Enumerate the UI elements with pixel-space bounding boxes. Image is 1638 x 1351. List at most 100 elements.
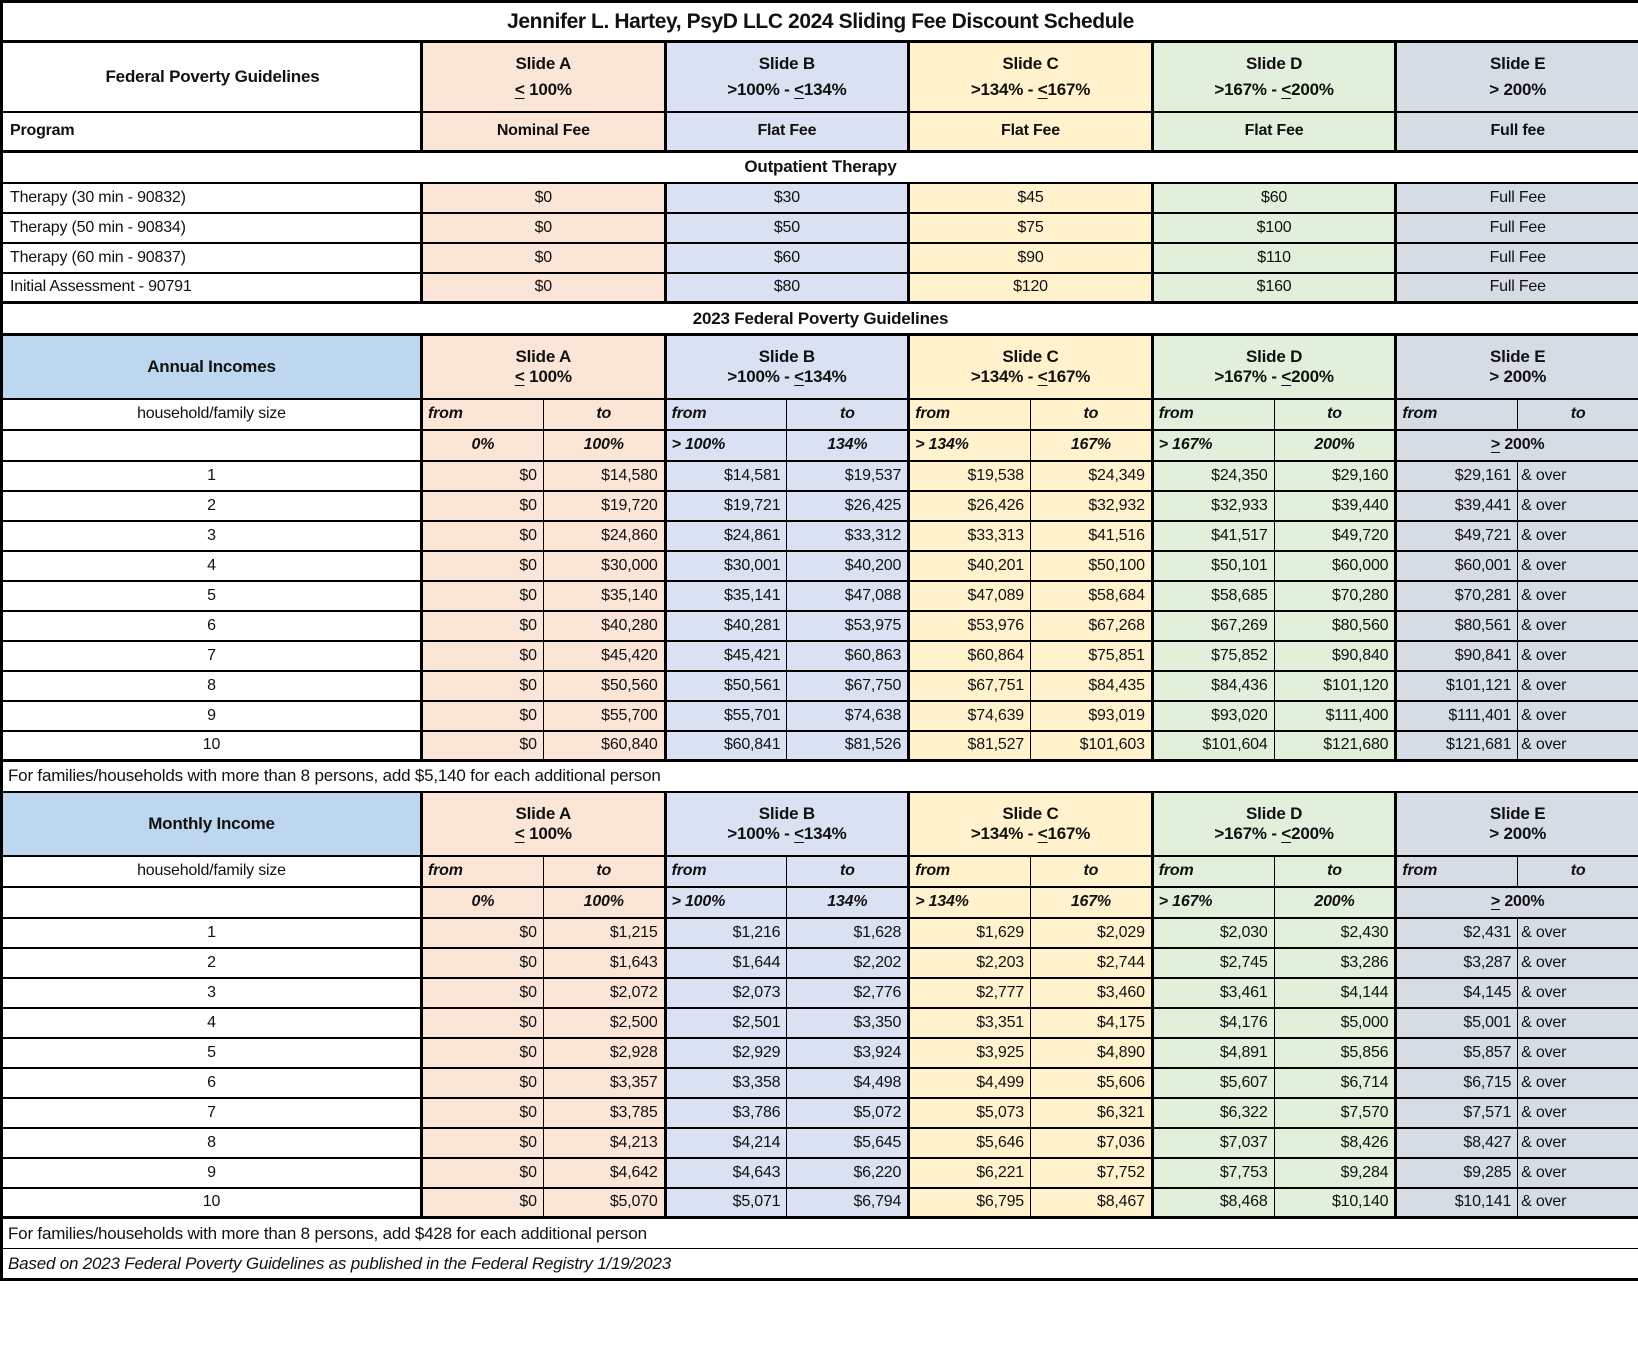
slide-d-to: $8,426 [1273, 1126, 1397, 1159]
slide-e-header: Slide E > 200% [1394, 40, 1638, 113]
slide-a-to: $14,580 [542, 459, 666, 492]
slide-b-to: $53,975 [786, 609, 910, 642]
household-size: 4 [1, 549, 422, 582]
monthly-income-row: 10 $0 $5,070 $5,071 $6,794 $6,795 $8,467… [1, 1186, 1638, 1219]
slide-a-from: $0 [420, 1126, 544, 1159]
slide-d-title: Slide D [1245, 53, 1303, 73]
slide-c-to: $7,752 [1029, 1156, 1153, 1189]
slide-e-from: $7,571 [1394, 1096, 1519, 1129]
service-fee-rows: Therapy (30 min - 90832) $0 $30 $45 $60 … [1, 181, 1638, 304]
slide-c-to: $4,890 [1029, 1036, 1153, 1069]
slide-e-over: & over [1517, 1096, 1638, 1129]
slide-b-to: $1,628 [786, 916, 910, 949]
slide-c-to: $8,467 [1029, 1186, 1153, 1219]
slide-c-from: $6,795 [907, 1186, 1031, 1219]
household-size: 8 [1, 1126, 422, 1159]
slide-c-range: >134% - <167% [970, 823, 1091, 843]
slide-c-from: $1,629 [907, 916, 1031, 949]
slide-e-over: & over [1517, 1156, 1638, 1189]
monthly-income-row: 4 $0 $2,500 $2,501 $3,350 $3,351 $4,175 … [1, 1006, 1638, 1039]
slide-a-fee: $0 [420, 241, 666, 274]
monthly-income-row: 1 $0 $1,215 $1,216 $1,628 $1,629 $2,029 … [1, 916, 1638, 949]
to-label: to [1029, 397, 1153, 431]
slide-e-from: $9,285 [1394, 1156, 1519, 1189]
slide-c-from: $2,777 [907, 976, 1031, 1009]
slide-e-from: $3,287 [1394, 946, 1519, 979]
slide-c-fee: $45 [907, 181, 1153, 214]
household-size: 5 [1, 1036, 422, 1069]
slide-b-to: $3,350 [786, 1006, 910, 1039]
slide-c-from: $67,751 [907, 669, 1031, 702]
annual-income-header-row: Annual Incomes Slide A < 100% Slide B >1… [1, 333, 1638, 400]
slide-c-to: $41,516 [1029, 519, 1153, 552]
pct-gt134: > 134% [907, 428, 1031, 462]
fpg-2023-header: 2023 Federal Poverty Guidelines [0, 301, 1638, 336]
slide-b-to: $4,498 [786, 1066, 910, 1099]
outpatient-therapy-section-row: Outpatient Therapy [0, 150, 1638, 184]
annual-income-row: 3 $0 $24,860 $24,861 $33,312 $33,313 $41… [1, 519, 1638, 552]
slide-b-from: $19,721 [663, 489, 788, 522]
slide-b-from: $55,701 [663, 699, 788, 732]
slide-b-range: >100% - <134% [727, 366, 847, 386]
slide-d-from: $2,030 [1150, 916, 1275, 949]
slide-d-to: $121,680 [1273, 729, 1397, 762]
slide-d-fee: $60 [1150, 181, 1397, 214]
monthly-income-row: 5 $0 $2,928 $2,929 $3,924 $3,925 $4,890 … [1, 1036, 1638, 1069]
slide-a-to: $60,840 [542, 729, 666, 762]
slide-c-from: $40,201 [907, 549, 1031, 582]
slide-e-range: > 200% [1489, 366, 1547, 386]
slide-d-title: Slide D [1245, 346, 1303, 366]
slide-a-title: Slide A [515, 803, 572, 823]
slide-d-to: $10,140 [1273, 1186, 1397, 1219]
household-size: 9 [1, 699, 422, 732]
to-label: to [786, 397, 910, 431]
slide-d-to: $2,430 [1273, 916, 1397, 949]
slide-c-fee: $90 [907, 241, 1153, 274]
slide-e-fee: Full Fee [1394, 211, 1638, 244]
empty-cell [1, 428, 422, 462]
slide-b-header: Slide B >100% - <134% [663, 40, 910, 113]
pct-0: 0% [420, 885, 544, 919]
slide-b-to: $3,924 [786, 1036, 910, 1069]
slide-a-from: $0 [420, 1006, 544, 1039]
slide-a-to: $45,420 [542, 639, 666, 672]
slide-a-from: $0 [420, 699, 544, 732]
slide-c-title: Slide C [1002, 803, 1059, 823]
slide-a-from: $0 [420, 729, 544, 762]
annual-income-row: 1 $0 $14,580 $14,581 $19,537 $19,538 $24… [1, 459, 1638, 492]
slide-c-from: $5,646 [907, 1126, 1031, 1159]
pct-200: 200% [1273, 428, 1397, 462]
slide-c-to: $5,606 [1029, 1066, 1153, 1099]
slide-c-header-monthly: Slide C >134% - <167% [907, 790, 1153, 857]
slide-a-from: $0 [420, 489, 544, 522]
to-label: to [1029, 854, 1153, 888]
annual-income-row: 7 $0 $45,420 $45,421 $60,863 $60,864 $75… [1, 639, 1638, 672]
slide-d-fee: $110 [1150, 241, 1397, 274]
slide-c-fee: $75 [907, 211, 1153, 244]
monthly-income-row: 8 $0 $4,213 $4,214 $5,645 $5,646 $7,036 … [1, 1126, 1638, 1159]
slide-d-range: >167% - <200% [1214, 823, 1334, 843]
slide-b-fee: $80 [663, 271, 910, 304]
pct-0: 0% [420, 428, 544, 462]
slide-b-from: $4,214 [663, 1126, 788, 1159]
slide-d-to: $101,120 [1273, 669, 1397, 702]
slide-a-to: $50,560 [542, 669, 666, 702]
annual-additional-person-note: For families/households with more than 8… [0, 759, 1638, 792]
slide-e-title: Slide E [1490, 346, 1546, 366]
slide-d-to: $111,400 [1273, 699, 1397, 732]
slide-a-from: $0 [420, 1096, 544, 1129]
slide-b-fee: $60 [663, 241, 910, 274]
slide-c-from: $74,639 [907, 699, 1031, 732]
slide-d-to: $29,160 [1273, 459, 1397, 492]
monthly-income-label: Monthly Income [1, 790, 422, 857]
slide-d-to: $70,280 [1273, 579, 1397, 612]
monthly-income-header-row: Monthly Income Slide A < 100% Slide B >1… [1, 790, 1638, 857]
pct-200: 200% [1273, 885, 1397, 919]
slide-d-from: $32,933 [1150, 489, 1275, 522]
slide-e-over: & over [1517, 459, 1638, 492]
slide-a-from: $0 [420, 609, 544, 642]
annual-income-rows: 1 $0 $14,580 $14,581 $19,537 $19,538 $24… [1, 459, 1638, 762]
slide-b-to: $26,425 [786, 489, 910, 522]
slide-d-from: $50,101 [1150, 549, 1275, 582]
slide-d-to: $80,560 [1273, 609, 1397, 642]
